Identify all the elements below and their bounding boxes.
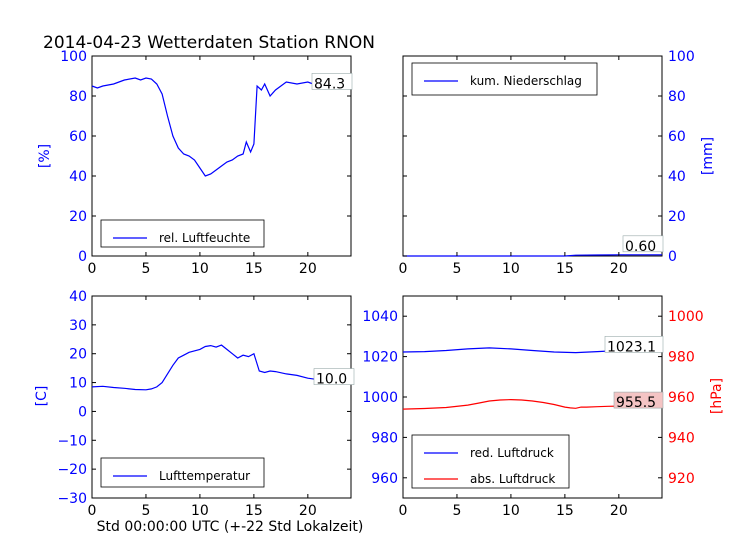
x-tick-label: 10 [191, 261, 209, 277]
y-tick-label: 100 [60, 49, 87, 65]
y-axis-label: [C] [34, 386, 50, 407]
legend-box [411, 62, 598, 96]
legend-box [100, 457, 265, 488]
x-tick-label: 10 [502, 261, 520, 277]
y-tick-label: 40 [69, 169, 87, 185]
y-tick-label: −30 [57, 491, 87, 507]
x-tick-label: 10 [502, 503, 520, 519]
value-annotation: 1023.1 [607, 339, 656, 355]
value-annotation: 955.5 [616, 395, 656, 411]
series-line [91, 344, 352, 391]
value-annotation-box [313, 368, 355, 385]
value-annotation-box [604, 336, 664, 353]
y-tick-label: 100 [668, 49, 695, 65]
y-tick-label: −10 [57, 433, 87, 449]
y-tick-label: 80 [668, 89, 686, 105]
legend-label: red. Luftdruck [470, 446, 554, 460]
figure-title: 2014-04-23 Wetterdaten Station RNON [43, 33, 375, 53]
x-tick-label: 15 [245, 261, 263, 277]
x-axis-label: Std 00:00:00 UTC (+-22 Std Lokalzeit) [97, 519, 364, 535]
y-tick-label: 10 [69, 376, 87, 392]
x-tick-label: 15 [245, 503, 263, 519]
y-tick-label: 20 [69, 209, 87, 225]
x-tick-label: 15 [556, 503, 574, 519]
value-annotation-box [311, 73, 353, 90]
y-tick-label: −20 [57, 462, 87, 478]
x-tick-label: 0 [88, 261, 97, 277]
y-tick-label: 0 [78, 404, 87, 420]
value-annotation: 10.0 [316, 372, 347, 388]
legend-label: abs. Luftdruck [470, 472, 555, 486]
x-tick-label: 0 [399, 503, 408, 519]
y-tick-label: 960 [668, 390, 695, 406]
y-tick-label: 980 [371, 430, 398, 446]
panel-temperature: 0 5 10 15 20 −30 −20 −10 0 10 20 30 40 [C] Lufttempera… [34, 289, 355, 519]
y-tick-label: 20 [668, 209, 686, 225]
y-tick-label: 60 [668, 129, 686, 145]
y-tick-label: 40 [668, 169, 686, 185]
series-line [91, 77, 352, 177]
x-tick-label: 20 [610, 261, 628, 277]
legend-box [100, 219, 265, 248]
value-annotation-box [622, 235, 664, 253]
x-tick-label: 15 [556, 261, 574, 277]
y-tick-label: 1000 [362, 390, 398, 406]
y-tick-label: 940 [668, 430, 695, 446]
x-tick-label: 5 [141, 503, 150, 519]
legend-label: rel. Luftfeuchte [159, 231, 250, 245]
y-tick-label: 1020 [362, 350, 398, 366]
y-tick-label: 60 [69, 129, 87, 145]
x-tick-label: 20 [610, 503, 628, 519]
y2-axis-label: [hPa] [709, 378, 725, 414]
y-tick-label: 0 [668, 249, 677, 265]
x-tick-label: 10 [191, 503, 209, 519]
series-line [402, 398, 662, 410]
value-annotation: 0.60 [625, 239, 656, 255]
x-tick-label: 5 [452, 261, 461, 277]
x-tick-label: 20 [299, 261, 317, 277]
y-tick-label: 920 [668, 471, 695, 487]
y-tick-label: 980 [668, 350, 695, 366]
x-tick-label: 0 [88, 503, 97, 519]
y-tick-label: 1000 [668, 309, 704, 325]
y-axis-label: [mm] [700, 137, 716, 175]
value-annotation-box [613, 391, 664, 409]
legend-label: kum. Niederschlag [470, 74, 582, 88]
panel-pressure: 0 5 10 15 20 960 980 1000 1020 1040 920 940 960 980 10… [362, 295, 725, 519]
panel-humidity: 0 5 10 15 20 0 20 40 60 80 100 [%] rel. Luftfeuchte 8… [37, 49, 353, 277]
y-tick-label: 30 [69, 318, 87, 334]
y-tick-label: 960 [371, 471, 398, 487]
y-tick-label: 20 [69, 347, 87, 363]
y-axis-label: [%] [37, 144, 53, 168]
legend-label: Lufttemperatur [159, 469, 250, 483]
x-tick-label: 5 [141, 261, 150, 277]
y-tick-label: 0 [78, 249, 87, 265]
panel-precipitation: 0 5 10 15 20 0 20 40 60 80 100 [mm] kum. Niederschla… [399, 49, 716, 277]
x-tick-label: 5 [452, 503, 461, 519]
y-tick-label: 40 [69, 289, 87, 305]
legend-box [411, 434, 570, 489]
x-tick-label: 20 [299, 503, 317, 519]
y-tick-label: 80 [69, 89, 87, 105]
y-tick-label: 1040 [362, 309, 398, 325]
value-annotation: 84.3 [314, 76, 345, 92]
x-tick-label: 0 [399, 261, 408, 277]
